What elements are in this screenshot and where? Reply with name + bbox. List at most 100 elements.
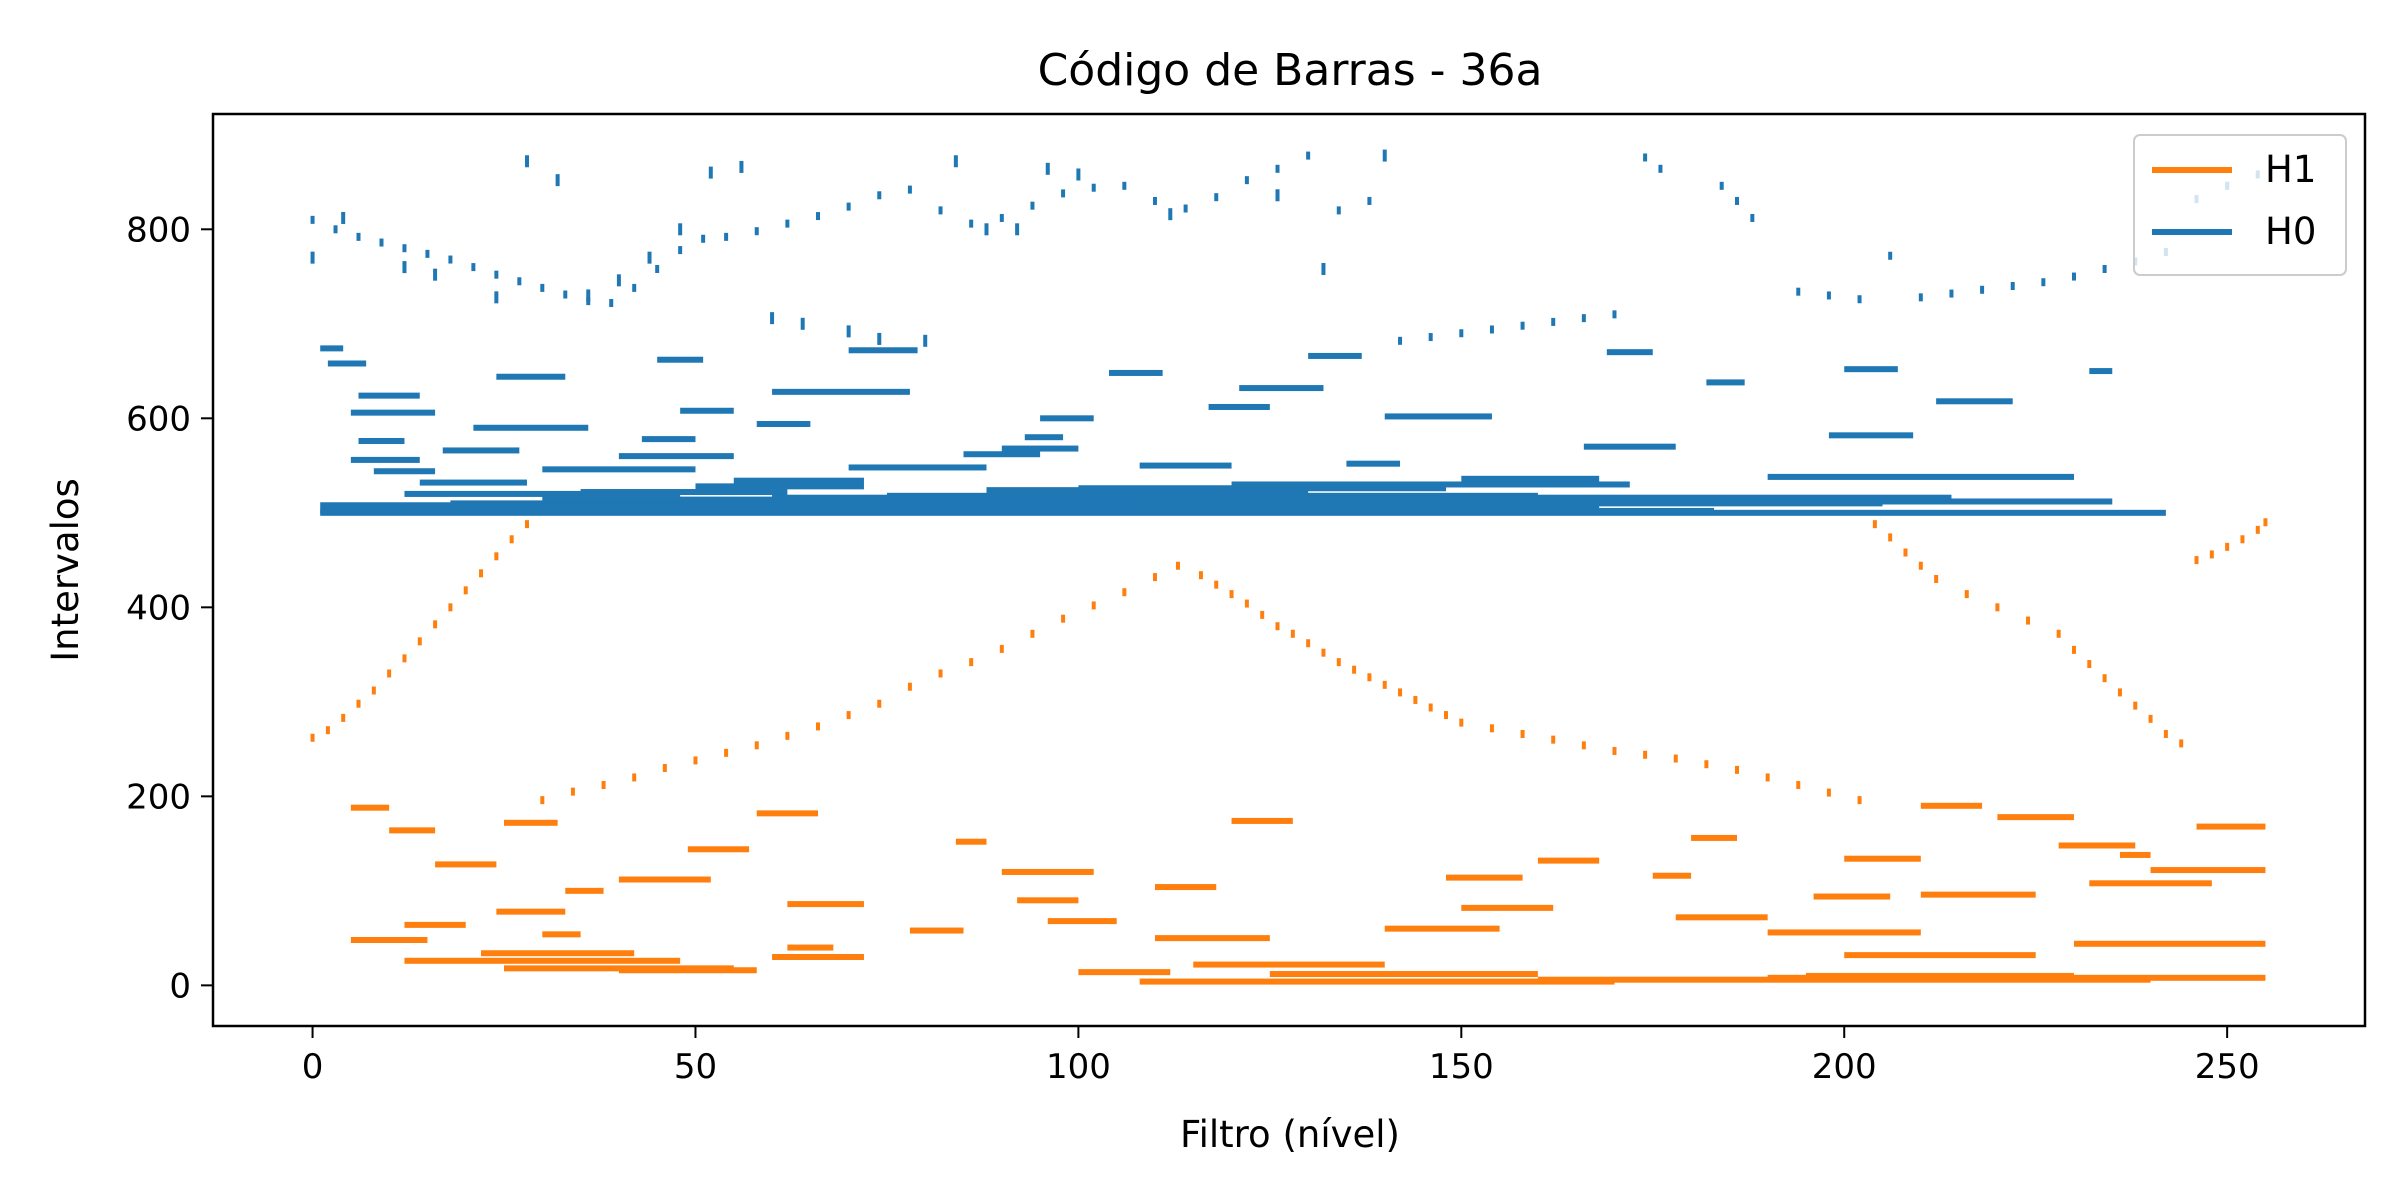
h1-bar <box>1321 648 1326 657</box>
h0-bar <box>1826 291 1831 300</box>
h1-bar <box>570 787 575 796</box>
h0-bar <box>1888 251 1893 260</box>
h1-bar <box>540 796 545 805</box>
h1-bar <box>1269 971 1538 978</box>
h1-bar <box>1336 658 1341 667</box>
h1-bar <box>632 773 637 782</box>
h1-bar <box>310 733 315 742</box>
h0-bar <box>471 263 476 272</box>
h1-bar <box>618 876 711 883</box>
chart-title: Código de Barras - 36a <box>1038 45 1543 96</box>
h1-bar <box>1443 711 1448 720</box>
h1-bar <box>1805 972 2074 979</box>
h0-bar <box>1214 193 1219 202</box>
h1-bar <box>1643 750 1648 759</box>
h1-bar <box>509 535 514 544</box>
h1-bar <box>565 887 604 894</box>
h1-bar <box>1813 893 1891 900</box>
h0-bar <box>1844 366 1898 373</box>
series-h1-1 <box>310 518 2268 985</box>
h0-bar <box>1061 189 1066 198</box>
x-axis-label: Filtro (nível) <box>1180 1113 1400 1156</box>
x-axis: 0 50 100 150 200 250 <box>302 1026 2260 1087</box>
h1-bar <box>2150 867 2266 874</box>
h0-bar <box>785 219 790 228</box>
h0-bar <box>1735 196 1740 205</box>
h1-bar <box>2026 616 2031 625</box>
h0-bar <box>419 479 527 486</box>
h1-bar <box>1367 673 1372 682</box>
h0-bar <box>1040 415 1094 422</box>
h0-bar <box>695 483 864 490</box>
legend-h1-label: H1 <box>2265 148 2316 191</box>
h0-bar <box>586 289 591 302</box>
h0-bar <box>494 270 499 279</box>
h1-bar <box>1675 914 1768 921</box>
h1-bar <box>542 931 581 938</box>
h0-bar <box>1551 317 1556 326</box>
h1-bar <box>1214 580 1219 589</box>
h0-bar <box>1612 310 1617 319</box>
h0-bar <box>724 232 729 241</box>
h0-bar <box>1139 462 1232 469</box>
h0-bar <box>1275 164 1280 173</box>
h1-bar <box>816 722 821 731</box>
h1-bar <box>1612 746 1617 755</box>
h1-bar <box>1445 874 1523 881</box>
h0-bar <box>2010 282 2015 291</box>
h0-bar <box>1398 336 1403 345</box>
h1-bar <box>504 819 558 826</box>
h0-bar <box>433 268 438 281</box>
y-axis: 0 200 400 600 800 <box>126 210 213 1006</box>
h1-bar <box>1826 788 1831 797</box>
h0-bar <box>886 492 1538 499</box>
h0-bar <box>2041 278 2046 287</box>
h1-bar <box>1765 773 1770 782</box>
h1-bar <box>2133 701 2138 710</box>
h0-bar <box>1459 329 1464 338</box>
h1-bar <box>1244 599 1249 608</box>
h1-bar <box>2073 940 2266 947</box>
h0-bar <box>1239 385 1324 392</box>
h0-bar <box>641 436 696 443</box>
h1-bar <box>1995 603 2000 612</box>
h0-bar <box>379 238 384 247</box>
h0-bar <box>1857 295 1862 304</box>
h0-bar <box>1384 413 1492 420</box>
h0-bar <box>1750 213 1755 222</box>
h0-bar <box>1461 475 1600 482</box>
h1-bar <box>601 781 606 790</box>
h1-bar <box>969 658 974 667</box>
h0-bar <box>1658 164 1663 173</box>
h1-bar <box>1964 590 1969 599</box>
h0-bar <box>2089 368 2113 375</box>
x-tick-label: 150 <box>1429 1047 1494 1087</box>
h0-bar <box>327 360 367 367</box>
h0-bar <box>1091 183 1096 192</box>
h0-bar <box>938 206 943 215</box>
h1-bar <box>389 827 436 834</box>
y-tick-label: 0 <box>169 966 191 1006</box>
y-tick-label: 600 <box>126 399 191 439</box>
h0-bar <box>816 212 821 221</box>
h0-bar <box>580 489 788 496</box>
h0-bar <box>1606 349 1653 356</box>
y-tick-label: 200 <box>126 777 191 817</box>
h0-bar <box>1001 445 1079 452</box>
h1-bar <box>2225 542 2230 551</box>
h1-bar <box>387 669 392 678</box>
h1-bar <box>1673 754 1678 763</box>
h1-bar <box>1398 688 1403 697</box>
h1-bar <box>1520 729 1525 738</box>
h0-bar <box>1024 434 1064 441</box>
h1-bar <box>1229 590 1234 599</box>
h0-bar <box>632 283 637 292</box>
h0-bar <box>310 251 315 264</box>
h0-bar <box>772 388 910 395</box>
h1-bar <box>1001 868 1094 875</box>
h1-bar <box>325 726 330 735</box>
h0-bar <box>402 244 407 253</box>
h0-bar <box>1706 379 1745 386</box>
h0-bar <box>1583 443 1676 450</box>
h1-bar <box>341 713 346 722</box>
